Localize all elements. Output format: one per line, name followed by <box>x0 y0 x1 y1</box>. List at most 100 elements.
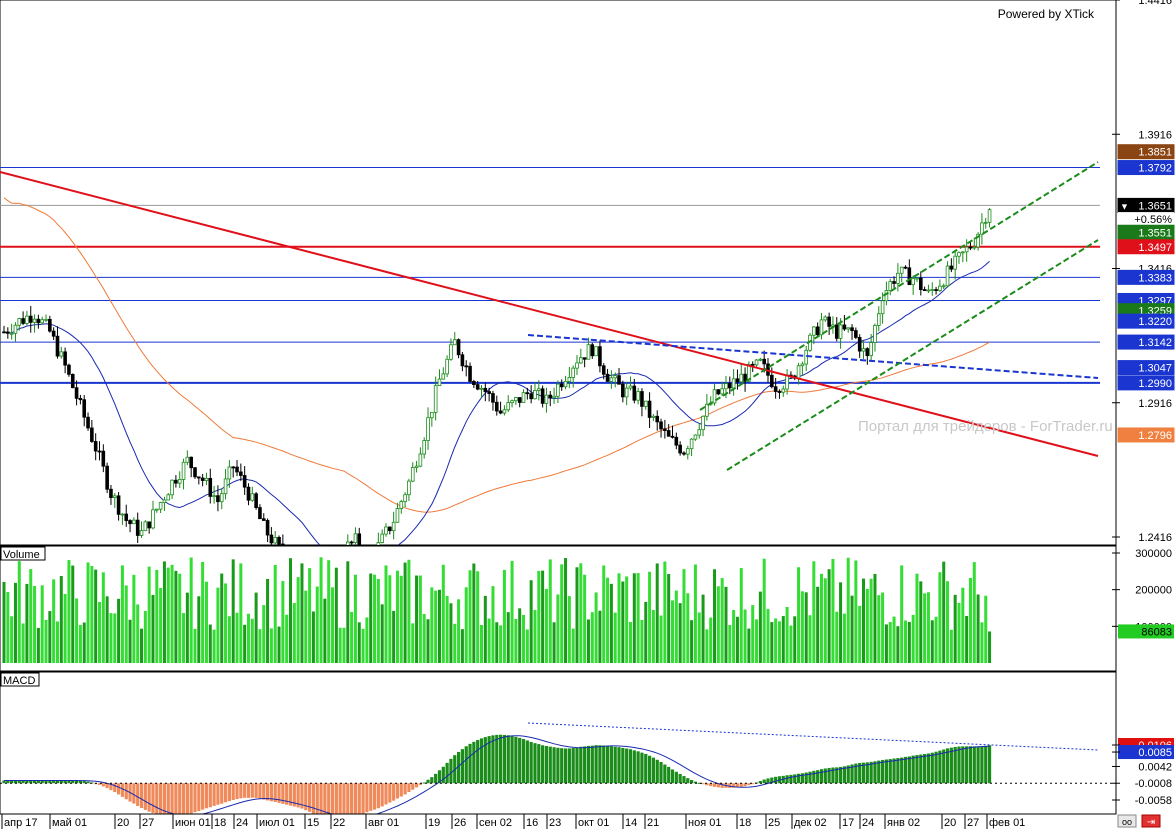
macd-bar <box>796 773 801 784</box>
macd-bar <box>262 783 266 800</box>
macd-bar <box>48 780 52 784</box>
volume-bar <box>831 558 835 663</box>
candle-body <box>701 415 705 431</box>
candle-body <box>418 453 423 467</box>
candle-body <box>926 289 931 292</box>
candle-body <box>521 392 526 403</box>
candle-body <box>781 388 786 393</box>
volume-bar <box>502 569 506 663</box>
volume-bar <box>105 596 109 663</box>
volume-bar <box>781 616 785 663</box>
price-tag-label: 1.3651 <box>1138 200 1172 212</box>
volume-bar <box>208 624 212 663</box>
volume-bar <box>300 563 304 663</box>
volume-bar <box>667 574 671 663</box>
volume-bar <box>682 569 686 663</box>
candle-body <box>666 430 671 437</box>
volume-bar <box>254 592 258 663</box>
time-tick-label: 22 <box>333 817 345 829</box>
volume-bar <box>751 605 755 663</box>
macd-bar <box>36 780 40 784</box>
macd-bar <box>491 735 495 784</box>
volume-bar <box>311 611 315 663</box>
candle-body <box>208 477 213 497</box>
volume-bar <box>705 629 709 663</box>
volume-bar <box>373 574 377 663</box>
macd-bar <box>162 783 167 814</box>
volume-bar <box>949 629 953 663</box>
channel-lower-line <box>726 239 1099 471</box>
macd-bar <box>563 748 568 784</box>
candle-body <box>876 313 881 326</box>
macd-bar <box>372 783 377 810</box>
macd-bar <box>434 773 438 784</box>
volume-bar <box>628 622 632 663</box>
macd-bar <box>506 735 510 784</box>
macd-bar <box>399 783 403 797</box>
price-axis[interactable] <box>1116 0 1176 814</box>
volume-bar <box>636 572 640 663</box>
candle-body <box>445 358 449 375</box>
macd-bar <box>52 780 56 784</box>
volume-bar <box>441 564 445 663</box>
price-panel[interactable] <box>0 0 1117 546</box>
volume-bar <box>151 594 155 663</box>
candle-body <box>510 400 514 403</box>
time-axis[interactable] <box>0 814 1116 829</box>
price-tag-box <box>1117 313 1175 329</box>
volume-bar <box>75 598 79 663</box>
volume-bar <box>556 594 560 663</box>
price-tag-label: 1.3851 <box>1138 147 1172 159</box>
candle-body <box>147 521 151 529</box>
volume-bar <box>273 565 277 663</box>
volume-bar <box>686 593 690 663</box>
volume-bar <box>350 611 354 663</box>
volume-bar <box>510 560 514 663</box>
macd-bar <box>632 750 636 784</box>
macd-bar <box>220 783 224 804</box>
macd-bar <box>327 783 331 814</box>
macd-bar <box>117 783 121 795</box>
glasses-icon-button[interactable] <box>1117 814 1137 828</box>
macd-bar <box>869 761 873 784</box>
macd-bar <box>235 783 239 800</box>
candle-body <box>74 387 79 399</box>
volume-bar <box>384 565 388 663</box>
macd-bar <box>590 745 594 784</box>
volume-bar <box>430 587 434 663</box>
candle-body <box>128 520 132 525</box>
volume-bar <box>812 561 816 663</box>
candle-body <box>67 364 71 375</box>
candle-body <box>758 358 763 361</box>
volume-bar <box>835 611 839 663</box>
macd-bar <box>292 783 296 807</box>
time-tick-label: окт 01 <box>578 817 609 829</box>
volume-bar <box>289 558 292 663</box>
macd-bar <box>945 748 950 784</box>
candle-body <box>437 378 442 387</box>
candle-body <box>594 346 598 357</box>
macd-bar <box>483 737 487 784</box>
macd-bar <box>388 783 392 803</box>
candle-body <box>227 466 232 480</box>
macd-bar <box>663 764 667 784</box>
exit-button[interactable] <box>1141 814 1161 828</box>
candle-body <box>980 222 984 235</box>
candle-body <box>395 508 400 523</box>
macd-bar <box>231 783 235 800</box>
volume-bar <box>449 603 453 663</box>
macd-bar <box>502 735 507 784</box>
candle-body <box>154 508 159 511</box>
volume-bar <box>808 615 812 663</box>
candle-body <box>903 266 908 269</box>
volume-bar <box>495 622 499 663</box>
macd-bar <box>674 771 678 784</box>
macd-bar <box>74 780 79 784</box>
volume-bar <box>499 625 503 663</box>
macd-bar <box>2 780 6 784</box>
candle-body <box>502 409 507 414</box>
volume-panel-label: Volume <box>3 549 40 561</box>
candlestick-series <box>2 208 992 545</box>
macd-bar <box>831 767 835 784</box>
macd-bar <box>819 769 824 784</box>
